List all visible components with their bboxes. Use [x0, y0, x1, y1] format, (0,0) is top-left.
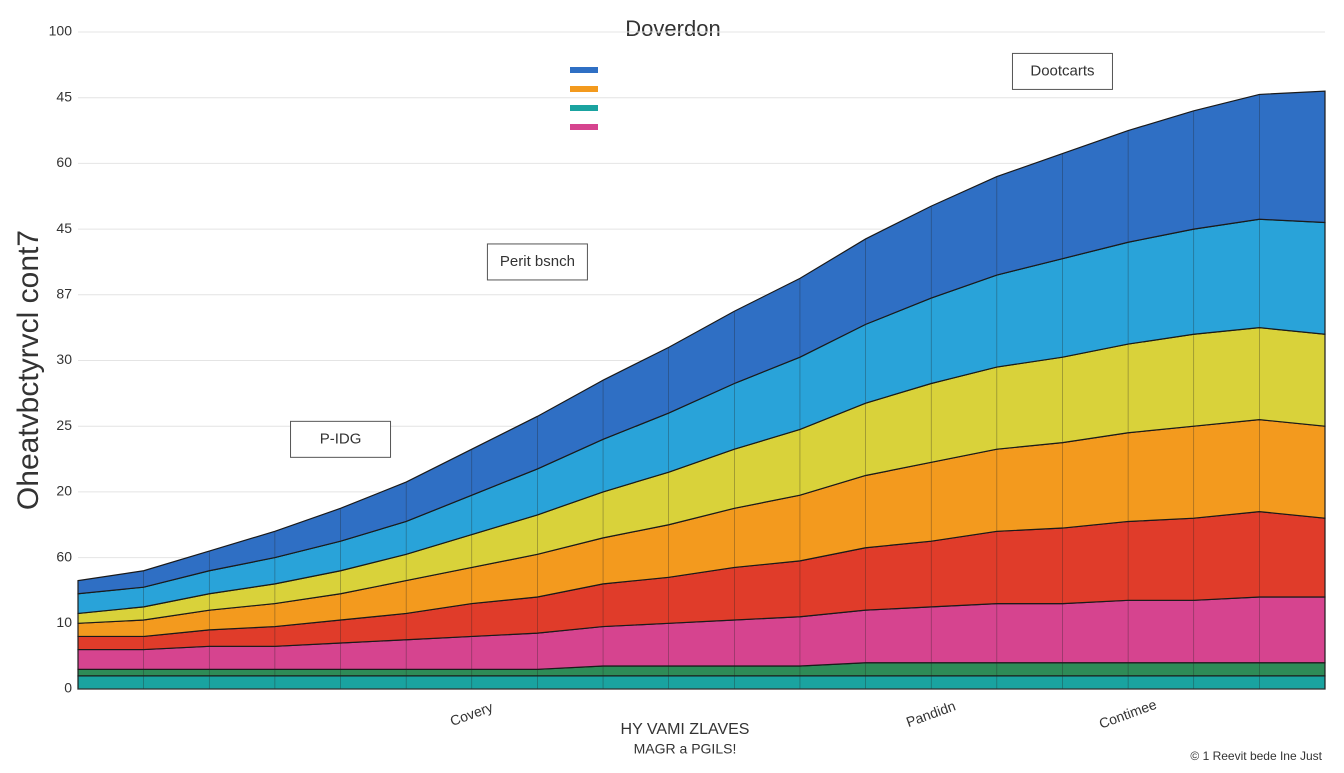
annotation: Dootcarts: [1030, 62, 1094, 79]
y-axis-label: Oheatvbctyrvcl cont7: [12, 230, 45, 510]
y-tick-label: 45: [56, 220, 72, 236]
y-tick-label: 60: [56, 548, 72, 564]
y-tick-label: 10: [56, 614, 72, 630]
y-tick-label: 60: [56, 154, 72, 170]
annotation: P-IDG: [320, 430, 362, 447]
y-tick-label: 100: [49, 23, 73, 39]
legend-swatch: [570, 105, 598, 111]
annotation-box: [486, 243, 588, 281]
x-tick-label: Pandidn: [904, 697, 958, 730]
legend-swatch: [570, 67, 598, 73]
y-tick-label: 20: [56, 483, 72, 499]
y-tick-label: 45: [56, 88, 72, 104]
y-tick-label: 0: [64, 680, 72, 696]
legend-swatch: [570, 124, 598, 130]
legend-swatch: [570, 86, 598, 92]
x-tick-label: Contimee: [1097, 696, 1159, 732]
annotation: Perit bsnch: [500, 253, 575, 270]
y-tick-label: 25: [56, 417, 72, 433]
footer: © 1 Reevit bede Ine Just: [1190, 749, 1322, 763]
area-layer: [77, 675, 1326, 690]
annotation-box: [290, 420, 392, 458]
x-axis-label: HY VAMI ZLAVES: [621, 721, 750, 738]
chart-title: Doverdon: [625, 16, 720, 41]
x-tick-label: Covery: [448, 699, 495, 729]
y-tick-label: 87: [56, 286, 72, 302]
subtitle: MAGR a PGILS!: [634, 741, 737, 757]
y-tick-label: 30: [56, 351, 72, 367]
annotation-box: [1011, 52, 1113, 90]
